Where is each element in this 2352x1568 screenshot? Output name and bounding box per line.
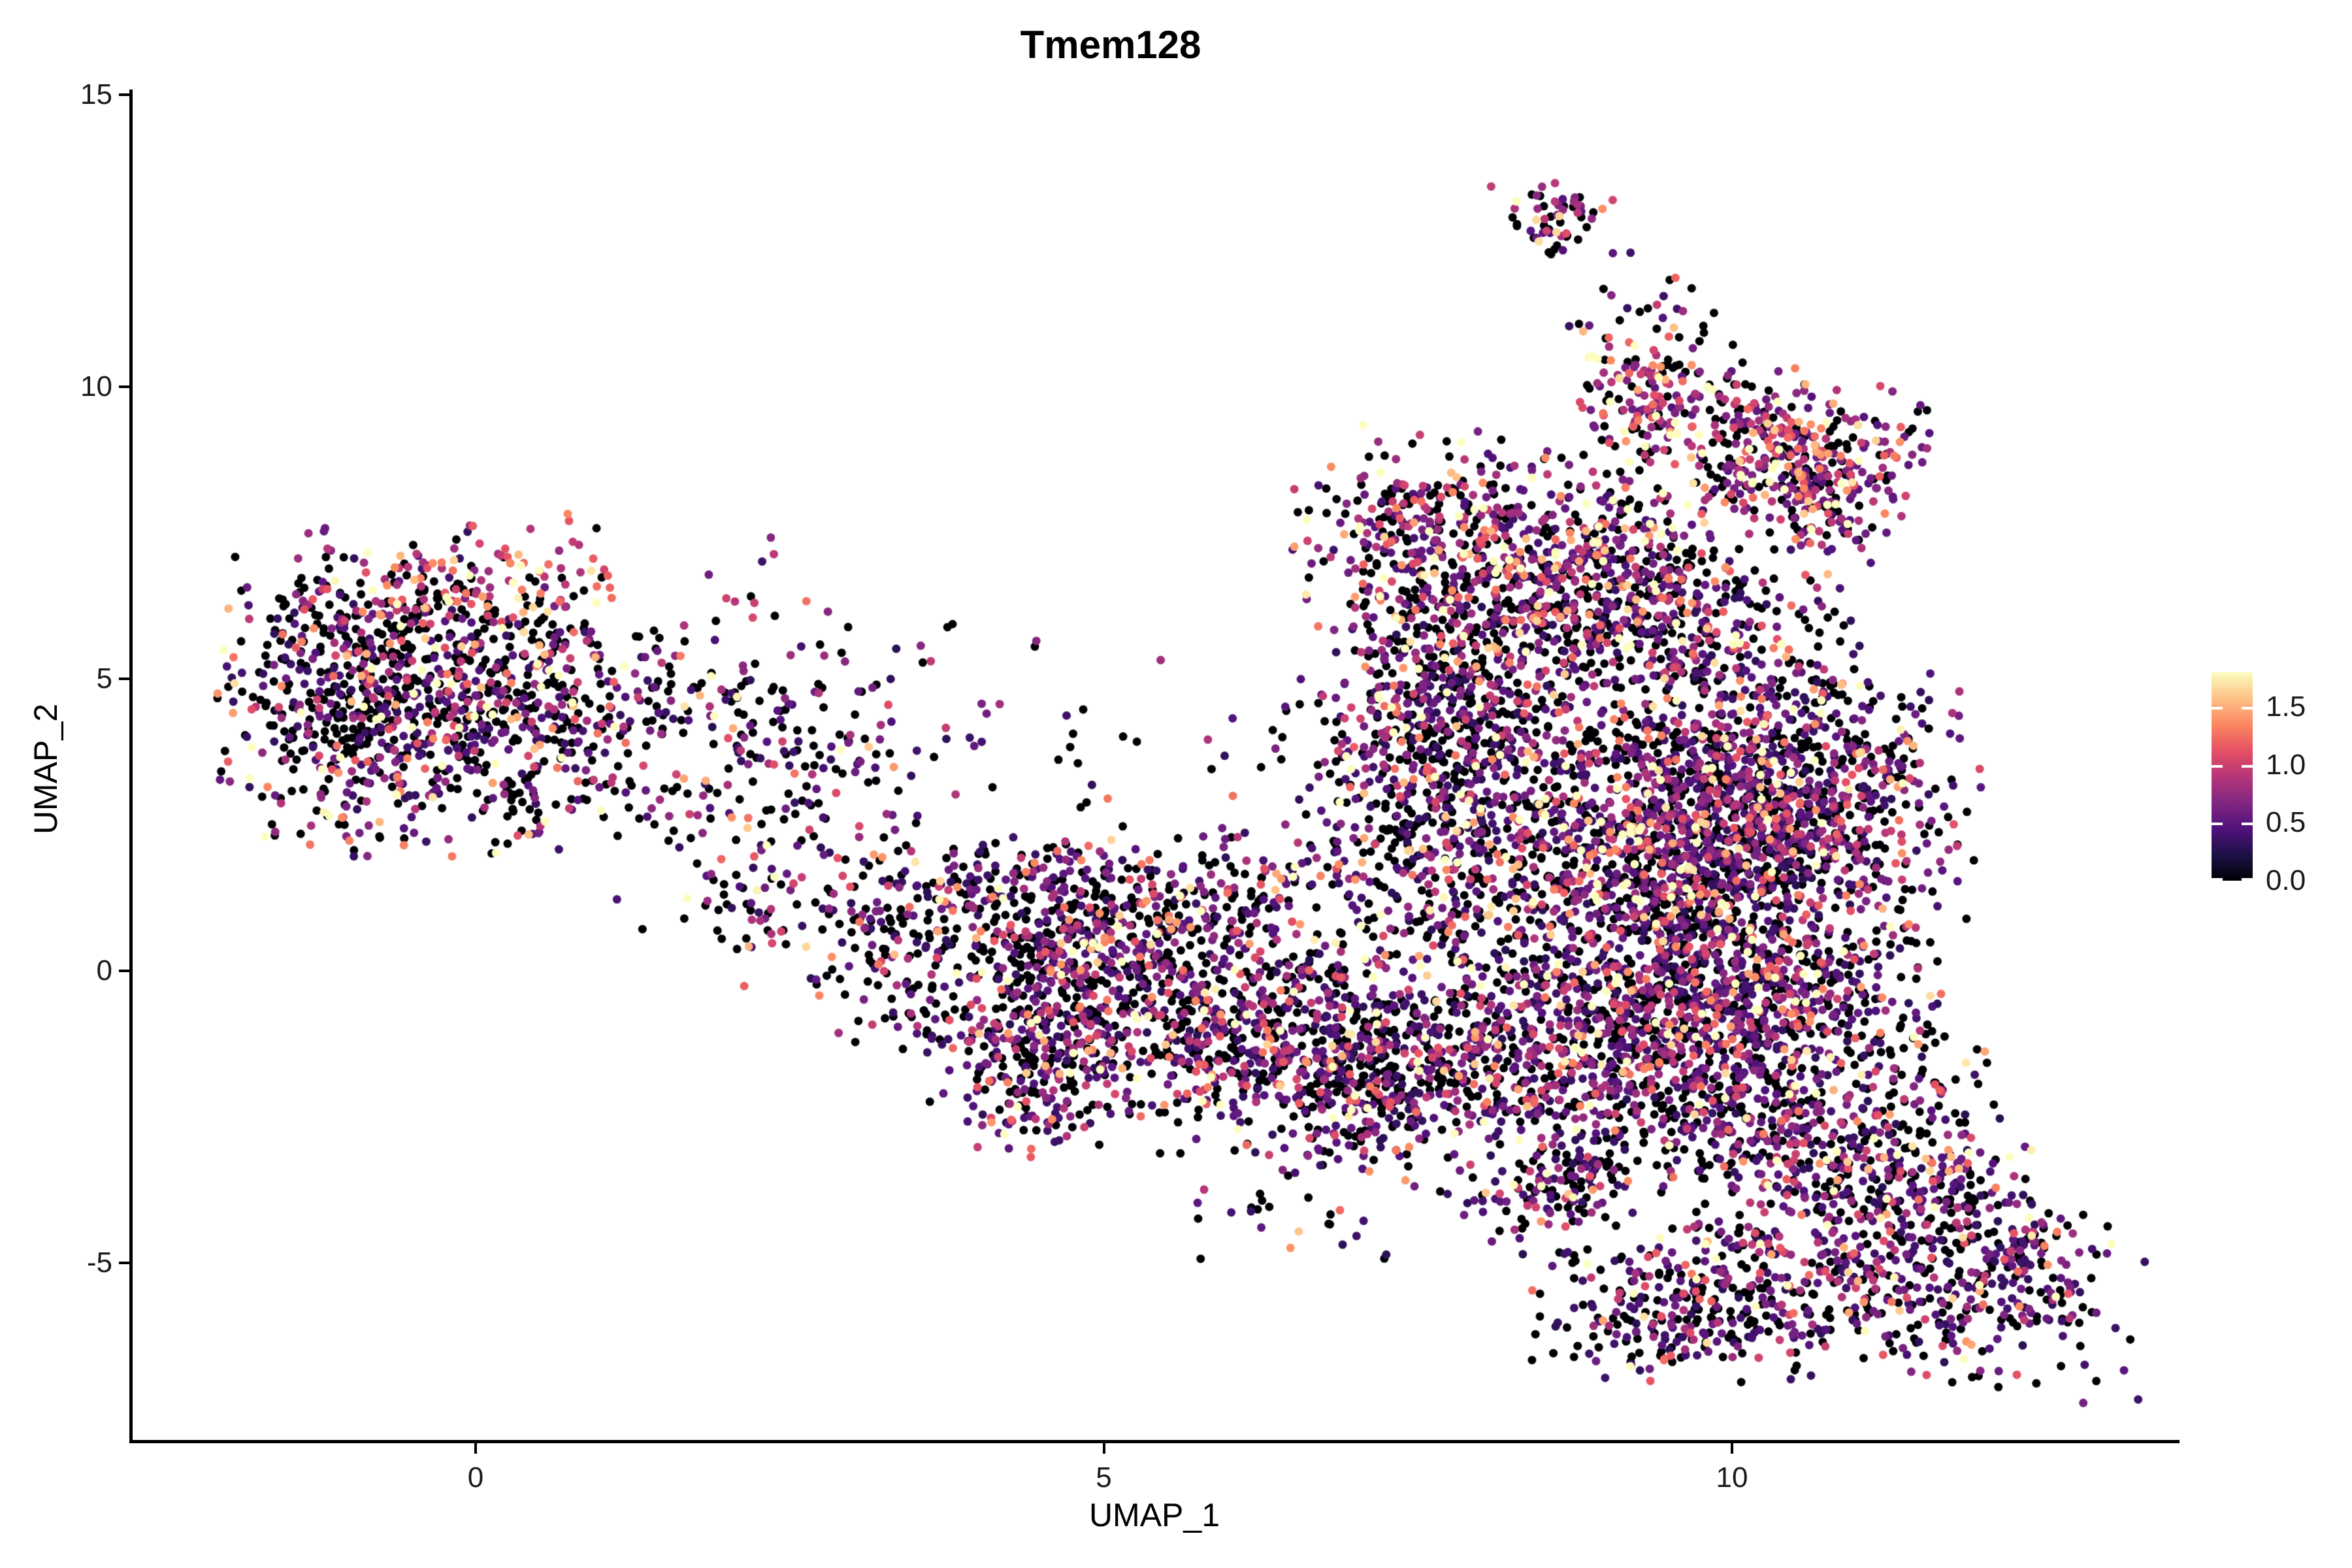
y-tick-mark (119, 93, 129, 96)
colorbar-tick-label: 0.5 (2266, 806, 2306, 839)
y-tick-label: 15 (80, 78, 112, 110)
y-tick-label: -5 (86, 1247, 112, 1279)
x-axis-line (129, 1440, 2180, 1443)
colorbar-tick-label: 1.5 (2266, 691, 2306, 723)
y-tick-label: 10 (80, 370, 112, 402)
expression-colorbar (2212, 672, 2253, 881)
x-axis-title: UMAP_1 (1088, 1497, 1220, 1533)
colorbar-tick-mark (2212, 707, 2223, 710)
colorbar-tick-mark (2242, 823, 2253, 826)
y-tick-mark (119, 678, 129, 680)
plot-title: Tmem128 (1020, 23, 1201, 67)
colorbar-tick-mark (2242, 878, 2253, 881)
x-tick-label: 0 (467, 1462, 484, 1494)
y-tick-mark (119, 970, 129, 972)
colorbar-tick-mark (2212, 764, 2223, 768)
y-tick-mark (119, 385, 129, 388)
x-tick-mark (1731, 1443, 1733, 1454)
colorbar-tick-mark (2242, 764, 2253, 768)
colorbar-tick-label: 0.0 (2266, 864, 2306, 896)
colorbar-tick-mark (2242, 707, 2253, 710)
y-axis-line (129, 90, 133, 1443)
x-tick-mark (1102, 1443, 1105, 1454)
x-tick-label: 10 (1716, 1462, 1748, 1494)
x-tick-label: 5 (1096, 1462, 1112, 1494)
y-axis-title: UMAP_2 (27, 703, 64, 835)
colorbar-tick-label: 1.0 (2266, 748, 2306, 781)
x-tick-mark (474, 1443, 477, 1454)
y-tick-mark (119, 1262, 129, 1264)
colorbar-tick-mark (2212, 878, 2223, 881)
y-tick-label: 5 (96, 662, 112, 694)
colorbar-tick-mark (2212, 823, 2223, 826)
y-tick-label: 0 (96, 955, 112, 987)
